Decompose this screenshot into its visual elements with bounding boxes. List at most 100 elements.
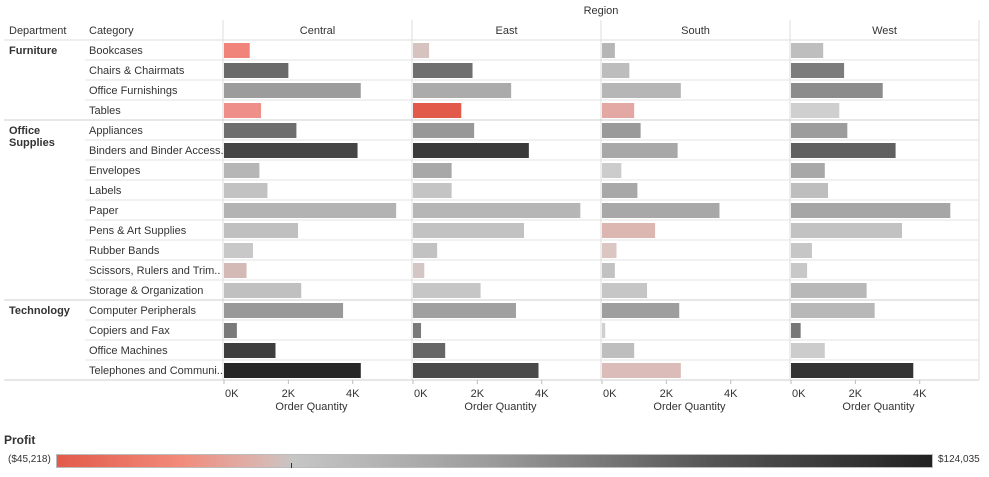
bar-south xyxy=(602,83,681,98)
bar-west xyxy=(791,203,951,218)
bar-chart-canvas: Department Category Region Central East South… xyxy=(4,5,980,413)
bar-east xyxy=(413,123,475,138)
x-tick-label: 0K xyxy=(225,388,239,400)
legend-max-label: $124,035 xyxy=(938,454,980,465)
bar-central xyxy=(224,63,289,78)
x-tick-label: 4K xyxy=(346,388,360,400)
region-column-header: South xyxy=(681,25,710,37)
x-tick-label: 2K xyxy=(282,388,296,400)
department-header: Department xyxy=(9,25,66,37)
bar-west xyxy=(791,303,875,318)
bar-central xyxy=(224,183,268,198)
bar-south xyxy=(602,183,638,198)
bar-east xyxy=(413,163,452,178)
bar-east xyxy=(413,183,452,198)
bar-west xyxy=(791,183,829,198)
category-label: Appliances xyxy=(89,125,143,137)
bar-east xyxy=(413,243,438,258)
category-label: Envelopes xyxy=(89,165,141,177)
department-label: Technology xyxy=(9,305,71,317)
x-tick-label: 0K xyxy=(603,388,617,400)
department-label: Office xyxy=(9,125,40,137)
bar-central xyxy=(224,83,361,98)
category-label: Telephones and Communi.. xyxy=(89,365,223,377)
category-label: Copiers and Fax xyxy=(89,325,170,337)
region-header: Region xyxy=(584,5,619,17)
bar-south xyxy=(602,323,606,338)
x-tick-label: 2K xyxy=(660,388,674,400)
category-label: Labels xyxy=(89,185,122,197)
x-axis-title: Order Quantity xyxy=(653,401,726,413)
bar-south xyxy=(602,223,656,238)
category-label: Pens & Art Supplies xyxy=(89,225,187,237)
legend-title: Profit xyxy=(4,433,36,447)
bar-central xyxy=(224,323,237,338)
bar-west xyxy=(791,223,903,238)
profit-color-gradient xyxy=(56,454,933,468)
legend-zero-tick xyxy=(291,463,292,468)
category-label: Office Machines xyxy=(89,345,168,357)
bar-south xyxy=(602,283,648,298)
x-tick-label: 0K xyxy=(792,388,806,400)
bar-west xyxy=(791,83,883,98)
bar-central xyxy=(224,123,297,138)
bar-south xyxy=(602,243,617,258)
x-axis-title: Order Quantity xyxy=(842,401,915,413)
bar-south xyxy=(602,123,641,138)
category-label: Scissors, Rulers and Trim.. xyxy=(89,265,220,277)
bar-central xyxy=(224,223,299,238)
bar-south xyxy=(602,203,720,218)
category-label: Chairs & Chairmats xyxy=(89,65,185,77)
bar-west xyxy=(791,103,840,118)
bar-south xyxy=(602,343,635,358)
x-tick-label: 2K xyxy=(849,388,863,400)
bar-east xyxy=(413,363,539,378)
bar-west xyxy=(791,243,812,258)
bar-east xyxy=(413,83,512,98)
bar-central xyxy=(224,163,260,178)
bar-east xyxy=(413,323,422,338)
bar-south xyxy=(602,363,681,378)
bar-west xyxy=(791,123,848,138)
bar-east xyxy=(413,143,529,158)
bar-west xyxy=(791,43,824,58)
bar-south xyxy=(602,263,615,278)
bar-east xyxy=(413,223,525,238)
region-column-header: Central xyxy=(300,25,335,37)
bar-east xyxy=(413,303,516,318)
department-label: Furniture xyxy=(9,45,57,57)
bar-south xyxy=(602,103,635,118)
category-label: Binders and Binder Access.. xyxy=(89,145,227,157)
bar-central xyxy=(224,363,361,378)
bar-central xyxy=(224,343,276,358)
bar-east xyxy=(413,103,462,118)
category-label: Computer Peripherals xyxy=(89,305,196,317)
bar-central xyxy=(224,243,253,258)
bar-south xyxy=(602,143,678,158)
category-label: Bookcases xyxy=(89,45,143,57)
bar-west xyxy=(791,63,845,78)
bar-central xyxy=(224,103,262,118)
category-label: Office Furnishings xyxy=(89,85,178,97)
category-label: Rubber Bands xyxy=(89,245,160,257)
bar-west xyxy=(791,263,808,278)
category-label: Tables xyxy=(89,105,121,117)
department-label-line2: Supplies xyxy=(9,137,55,149)
bar-central xyxy=(224,143,358,158)
bar-west xyxy=(791,363,914,378)
x-axis-title: Order Quantity xyxy=(464,401,537,413)
bar-east xyxy=(413,343,446,358)
bar-west xyxy=(791,143,896,158)
category-label: Paper xyxy=(89,205,119,217)
bar-central xyxy=(224,263,247,278)
bar-east xyxy=(413,63,473,78)
bar-west xyxy=(791,163,825,178)
bar-east xyxy=(413,43,430,58)
bar-central xyxy=(224,43,250,58)
x-tick-label: 4K xyxy=(913,388,927,400)
bar-south xyxy=(602,163,622,178)
bar-west xyxy=(791,323,801,338)
bar-south xyxy=(602,43,615,58)
bar-south xyxy=(602,303,680,318)
